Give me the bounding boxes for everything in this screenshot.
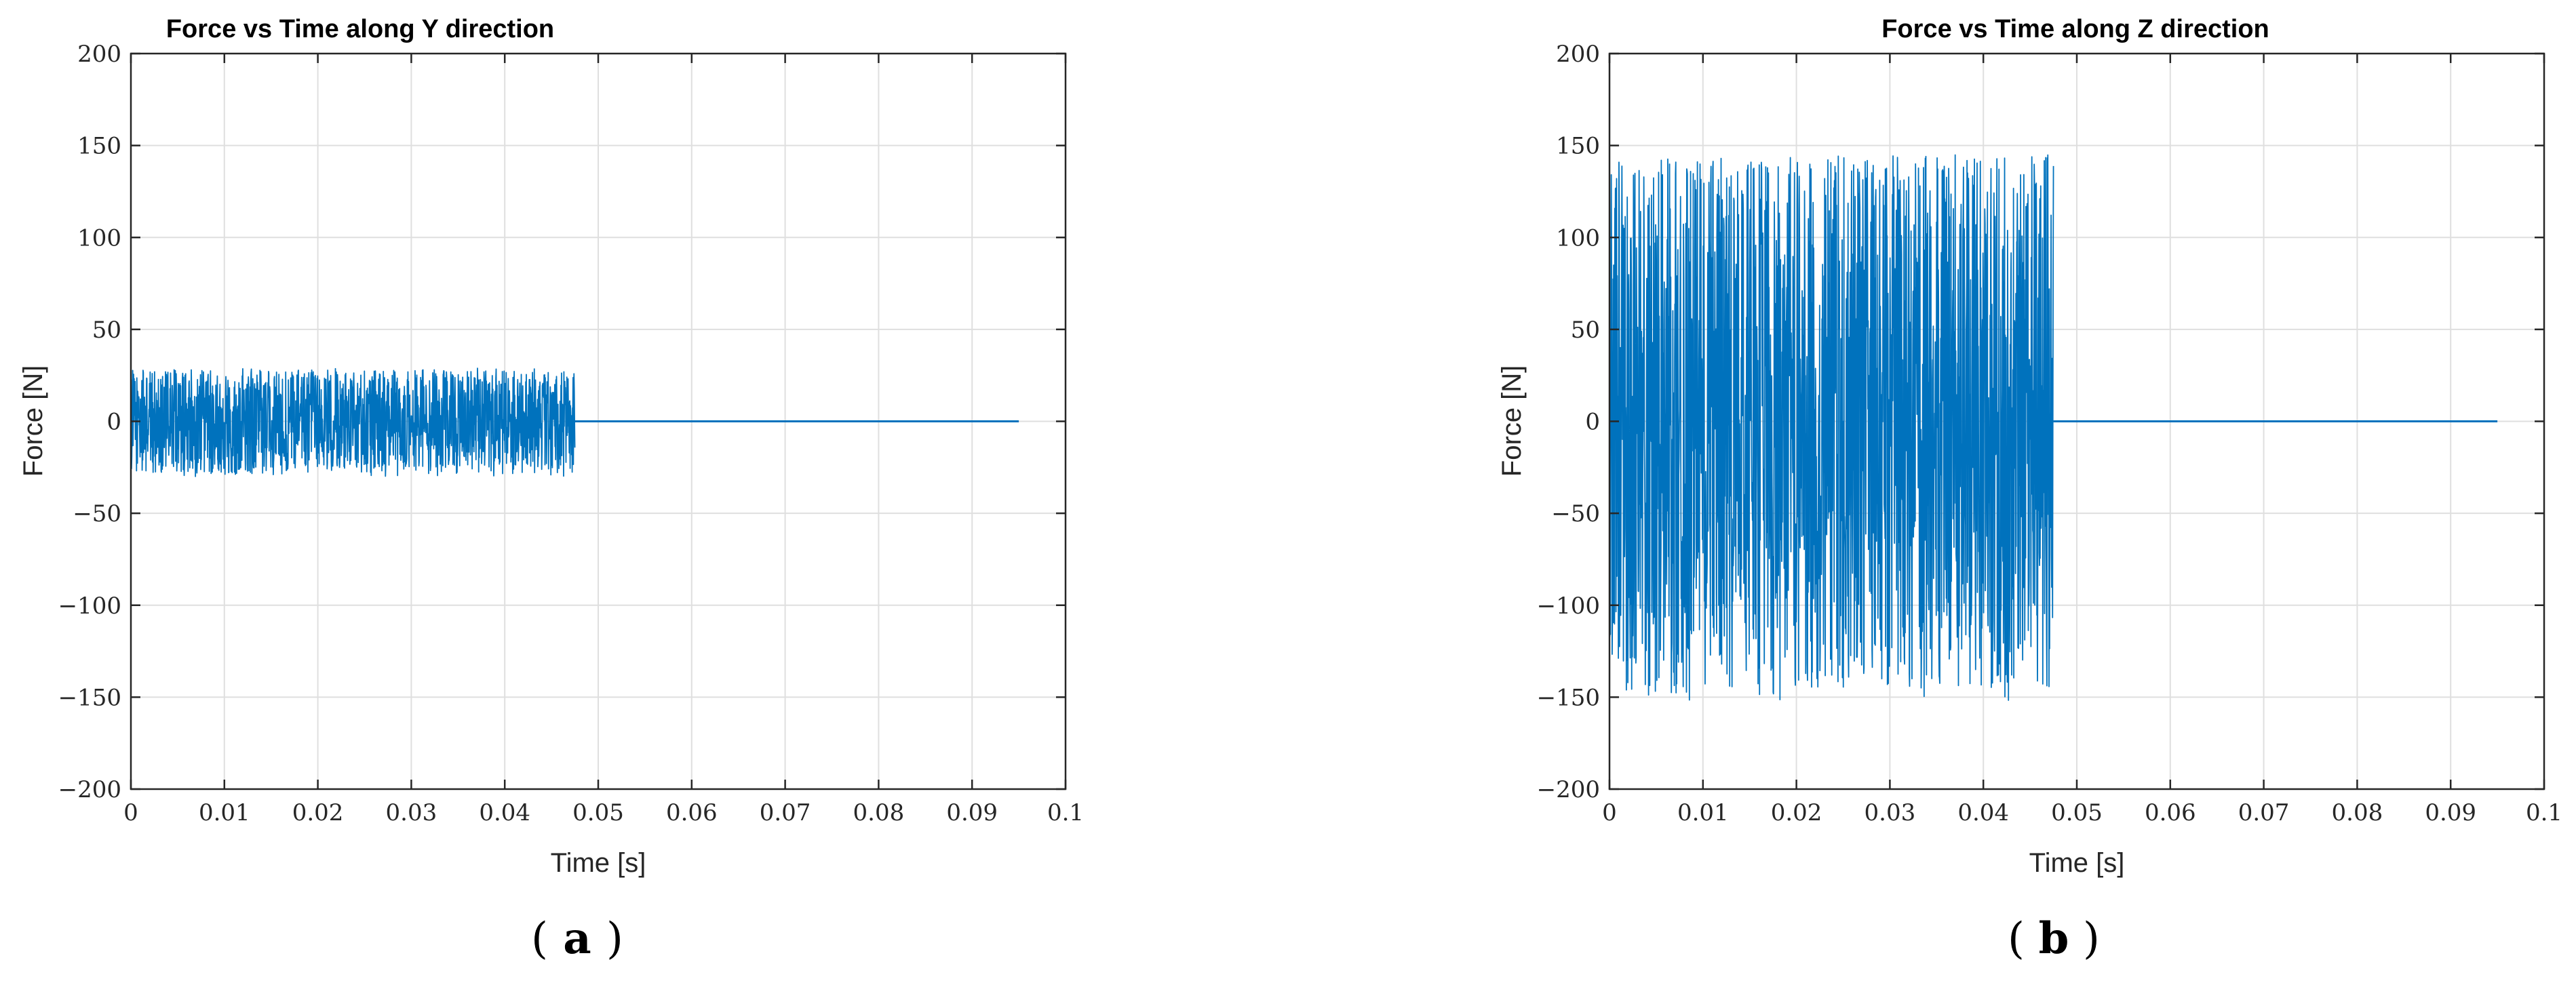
plot-area: [130, 367, 1019, 477]
x-tick-label: 0.05: [2051, 799, 2103, 826]
svg-text:): ): [2083, 914, 2100, 964]
chart-title: Force vs Time along Y direction: [166, 15, 554, 43]
y-tick-label: 50: [92, 317, 121, 344]
x-tick-label: 0.08: [853, 799, 905, 826]
x-tick-label: 0.1: [2526, 799, 2562, 826]
caption-letter: a: [563, 913, 591, 964]
y-tick-label: 50: [1571, 317, 1600, 344]
panel-b: Force vs Time along Z direction 0 0.01 0.0…: [1497, 15, 2562, 964]
svg-text:): ): [606, 914, 623, 964]
y-tick-label: −200: [58, 776, 121, 803]
svg-text:(: (: [2008, 914, 2025, 964]
y-tick-label: 150: [1556, 133, 1600, 160]
y-tick-label: 0: [106, 409, 121, 436]
x-tick-label: 0.01: [1677, 799, 1729, 826]
x-tick-label: 0: [123, 799, 138, 826]
y-tick-label: −200: [1537, 776, 1600, 803]
y-tick-label: 100: [77, 224, 121, 252]
x-axis-label: Time [s]: [551, 848, 646, 878]
x-tick-label: 0.06: [666, 799, 718, 826]
x-tick-label: 0.07: [760, 799, 811, 826]
x-tick-label: 0.02: [1771, 799, 1822, 826]
x-tick-label: 0.09: [2425, 799, 2476, 826]
y-tick-label: −150: [58, 684, 121, 711]
x-tick-label: 0.09: [946, 799, 998, 826]
chart-title: Force vs Time along Z direction: [1881, 15, 2269, 43]
plot-area: [1609, 154, 2498, 701]
x-tick-label: 0.04: [479, 799, 530, 826]
x-tick-label: 0.03: [1865, 799, 1916, 826]
x-tick-label: 0.08: [2332, 799, 2383, 826]
y-tick-label: −150: [1537, 684, 1600, 711]
ticks: [1608, 52, 2545, 790]
x-tick-label: 0.01: [199, 799, 250, 826]
x-axis-label: Time [s]: [2029, 848, 2125, 878]
y-tick-labels: 200 150 100 50 0 −50 −100 −150 −200: [58, 41, 121, 803]
y-tick-label: −100: [1537, 593, 1600, 620]
y-tick-label: −50: [73, 500, 121, 527]
signal-trace: [1609, 154, 2054, 701]
x-tick-label: 0: [1602, 799, 1617, 826]
x-tick-labels: 0 0.01 0.02 0.03 0.04 0.05 0.06 0.07 0.08 0.09 0.1: [123, 799, 1084, 826]
y-tick-label: 150: [77, 133, 121, 160]
x-tick-label: 0.04: [1957, 799, 2009, 826]
x-tick-label: 0.05: [572, 799, 624, 826]
y-tick-label: 100: [1556, 224, 1600, 252]
x-tick-label: 0.03: [386, 799, 437, 826]
x-tick-labels: 0 0.01 0.02 0.03 0.04 0.05 0.06 0.07 0.08 0.09 0.1: [1602, 799, 2562, 826]
y-tick-label: −50: [1551, 500, 1600, 527]
y-axis-label: Force [N]: [18, 365, 48, 477]
y-tick-label: 200: [1556, 41, 1600, 68]
panel-a: Force vs Time along Y direction 0 0.01 0.0…: [18, 15, 1084, 964]
y-tick-labels: 200 150 100 50 0 −50 −100 −150 −200: [1537, 41, 1600, 803]
ticks: [130, 52, 1067, 790]
x-tick-label: 0.07: [2238, 799, 2290, 826]
panel-caption: ( b ): [2008, 913, 2100, 964]
y-tick-label: 0: [1585, 409, 1600, 436]
svg-text:(: (: [531, 914, 548, 964]
signal-trace: [130, 367, 576, 477]
x-tick-label: 0.06: [2145, 799, 2196, 826]
y-tick-label: 200: [77, 41, 121, 68]
x-tick-label: 0.1: [1047, 799, 1084, 826]
y-tick-label: −100: [58, 593, 121, 620]
panel-caption: ( a ): [531, 913, 623, 964]
x-tick-label: 0.02: [292, 799, 344, 826]
caption-letter: b: [2039, 913, 2069, 964]
y-axis-label: Force [N]: [1497, 365, 1527, 477]
